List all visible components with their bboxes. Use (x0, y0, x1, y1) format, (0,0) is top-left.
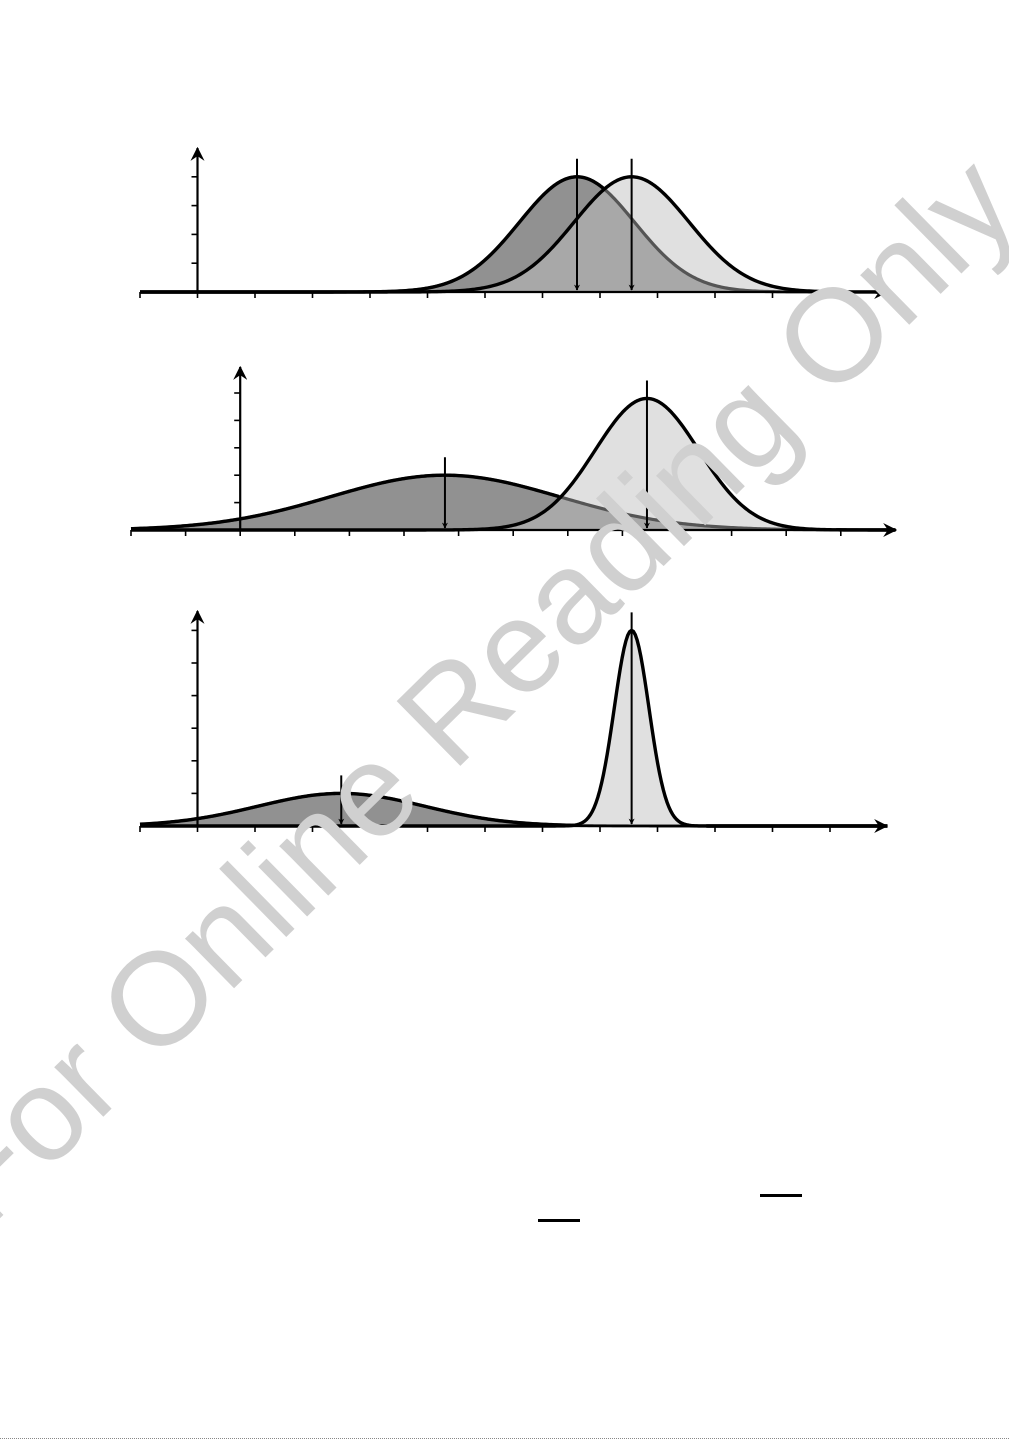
light-distribution-area (131, 398, 896, 530)
watermark-text: For Online Reading Only (0, 128, 1009, 1251)
chart-panel-3 (139, 609, 889, 833)
dark-distribution-area (140, 793, 888, 826)
dark-distribution-area (131, 475, 896, 530)
dark-distribution-area (140, 176, 888, 292)
light-distribution-area (140, 176, 888, 292)
chart-panel-2 (130, 365, 898, 537)
chart-panel-1 (139, 146, 889, 299)
chart-panels (130, 146, 898, 833)
page-bottom-rule (0, 1438, 1009, 1439)
fraction-bar (538, 1219, 580, 1222)
fraction-bar (760, 1194, 802, 1197)
